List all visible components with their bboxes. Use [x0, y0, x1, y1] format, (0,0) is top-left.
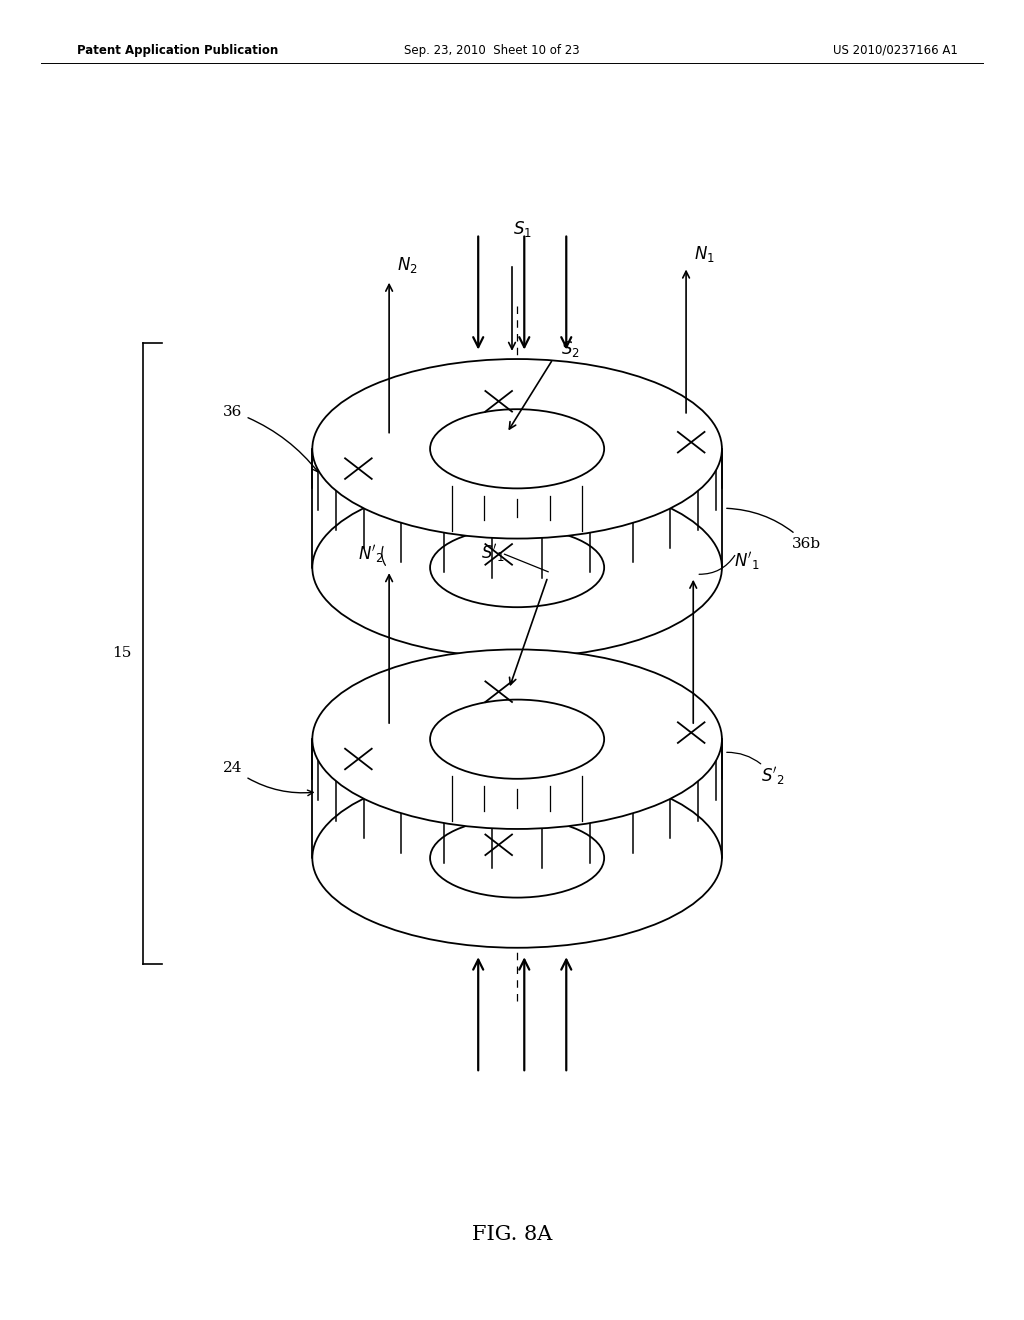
Ellipse shape [312, 768, 722, 948]
Text: $N_2$: $N_2$ [397, 255, 418, 275]
Ellipse shape [312, 478, 722, 657]
Text: $N'_2$: $N'_2$ [358, 543, 384, 565]
Text: $S'_2$: $S'_2$ [761, 766, 784, 787]
Ellipse shape [430, 818, 604, 898]
Text: 36b: 36b [727, 508, 820, 550]
Ellipse shape [312, 649, 722, 829]
Text: $S_2$: $S_2$ [561, 339, 580, 359]
Text: 15: 15 [112, 647, 131, 660]
Text: Sep. 23, 2010  Sheet 10 of 23: Sep. 23, 2010 Sheet 10 of 23 [404, 44, 581, 57]
Ellipse shape [430, 700, 604, 779]
Ellipse shape [430, 528, 604, 607]
Ellipse shape [312, 359, 722, 539]
Text: FIG. 8A: FIG. 8A [472, 1225, 552, 1243]
Text: $N_1$: $N_1$ [694, 244, 715, 264]
Text: $S_1$: $S_1$ [513, 219, 531, 239]
Text: US 2010/0237166 A1: US 2010/0237166 A1 [833, 44, 957, 57]
Text: Patent Application Publication: Patent Application Publication [77, 44, 279, 57]
Text: 36: 36 [223, 405, 317, 471]
Ellipse shape [430, 409, 604, 488]
Text: 24: 24 [223, 762, 313, 796]
Text: $S'_1$: $S'_1$ [481, 541, 505, 564]
Text: $N'_1$: $N'_1$ [734, 549, 760, 572]
